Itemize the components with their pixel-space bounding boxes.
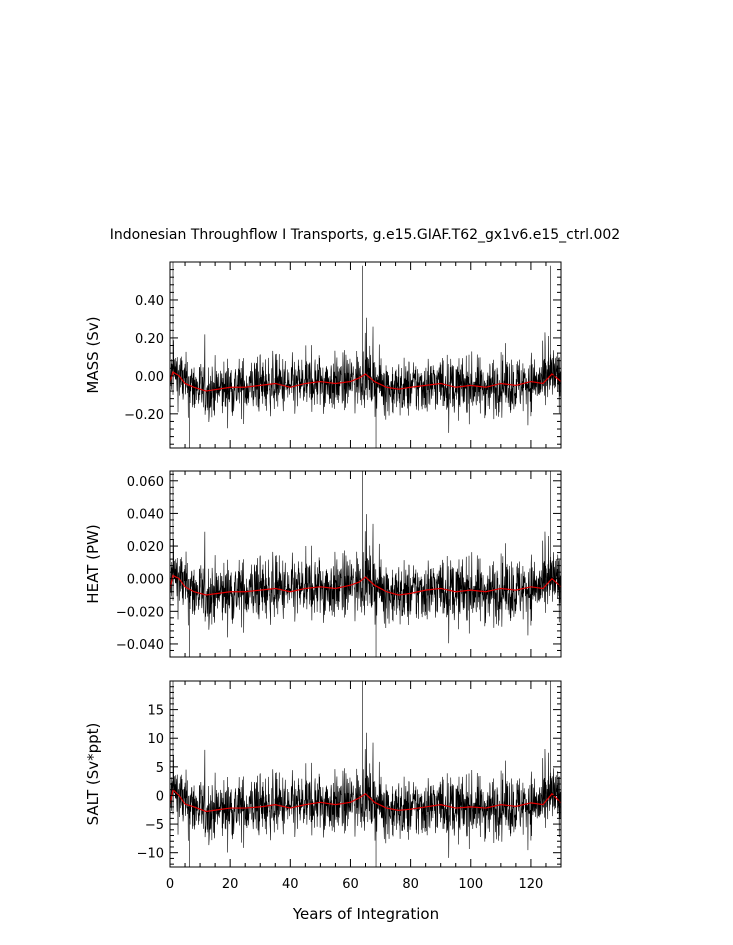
y-tick-label: 0.020 bbox=[127, 540, 164, 555]
y-tick-label: −0.20 bbox=[124, 408, 164, 423]
y-tick-label: 15 bbox=[147, 704, 164, 719]
x-tick-label: 120 bbox=[519, 877, 544, 892]
y-tick-label: 0.000 bbox=[127, 573, 164, 588]
raw-series-line bbox=[170, 471, 561, 657]
x-axis-label: Years of Integration bbox=[292, 905, 439, 923]
y-axis-label: SALT (Sv*ppt) bbox=[84, 723, 102, 826]
y-tick-label: 0.00 bbox=[135, 370, 164, 385]
x-tick-label: 20 bbox=[222, 877, 239, 892]
chart-title: Indonesian Throughflow I Transports, g.e… bbox=[110, 227, 620, 243]
panel-1: −0.20 0.00 0.20 0.40 MASS (Sv) bbox=[84, 261, 562, 449]
y-axis-label: MASS (Sv) bbox=[84, 316, 102, 393]
x-tick-label: 60 bbox=[342, 877, 359, 892]
smoothed-series-line bbox=[170, 574, 561, 596]
y-tick-label: 0.20 bbox=[135, 332, 164, 347]
y-tick-label: 5 bbox=[156, 761, 164, 776]
smoothed-series-line bbox=[170, 371, 561, 392]
panel-2: −0.040 −0.020 0.000 0.020 0.040 0.060 HEAT (PW… bbox=[84, 470, 562, 658]
y-tick-label: −5 bbox=[145, 818, 164, 833]
panels-group: −0.20 0.00 0.20 0.40 MASS (Sv) −0.040 −0.020 0.… bbox=[84, 261, 562, 892]
y-tick-label: 0.40 bbox=[135, 294, 164, 309]
raw-series-line bbox=[170, 262, 561, 448]
x-tick-label: 0 bbox=[166, 877, 174, 892]
y-tick-label: −10 bbox=[137, 847, 164, 862]
y-tick-label: 10 bbox=[147, 732, 164, 747]
y-tick-label: 0.060 bbox=[127, 475, 164, 490]
raw-series-line bbox=[170, 681, 561, 867]
x-tick-label: 40 bbox=[282, 877, 299, 892]
smoothed-series-line bbox=[170, 788, 561, 813]
y-axis-label: HEAT (PW) bbox=[84, 524, 102, 603]
y-tick-label: −0.040 bbox=[116, 638, 164, 653]
panel-3: −10 −5 0 5 10 15 SALT (Sv*ppt) 0 20 40 60 80 100 120 bbox=[84, 680, 562, 892]
y-tick-label: −0.020 bbox=[116, 605, 164, 620]
y-tick-label: 0 bbox=[156, 789, 164, 804]
x-tick-label: 100 bbox=[458, 877, 483, 892]
y-tick-label: 0.040 bbox=[127, 507, 164, 522]
x-tick-label: 80 bbox=[402, 877, 419, 892]
